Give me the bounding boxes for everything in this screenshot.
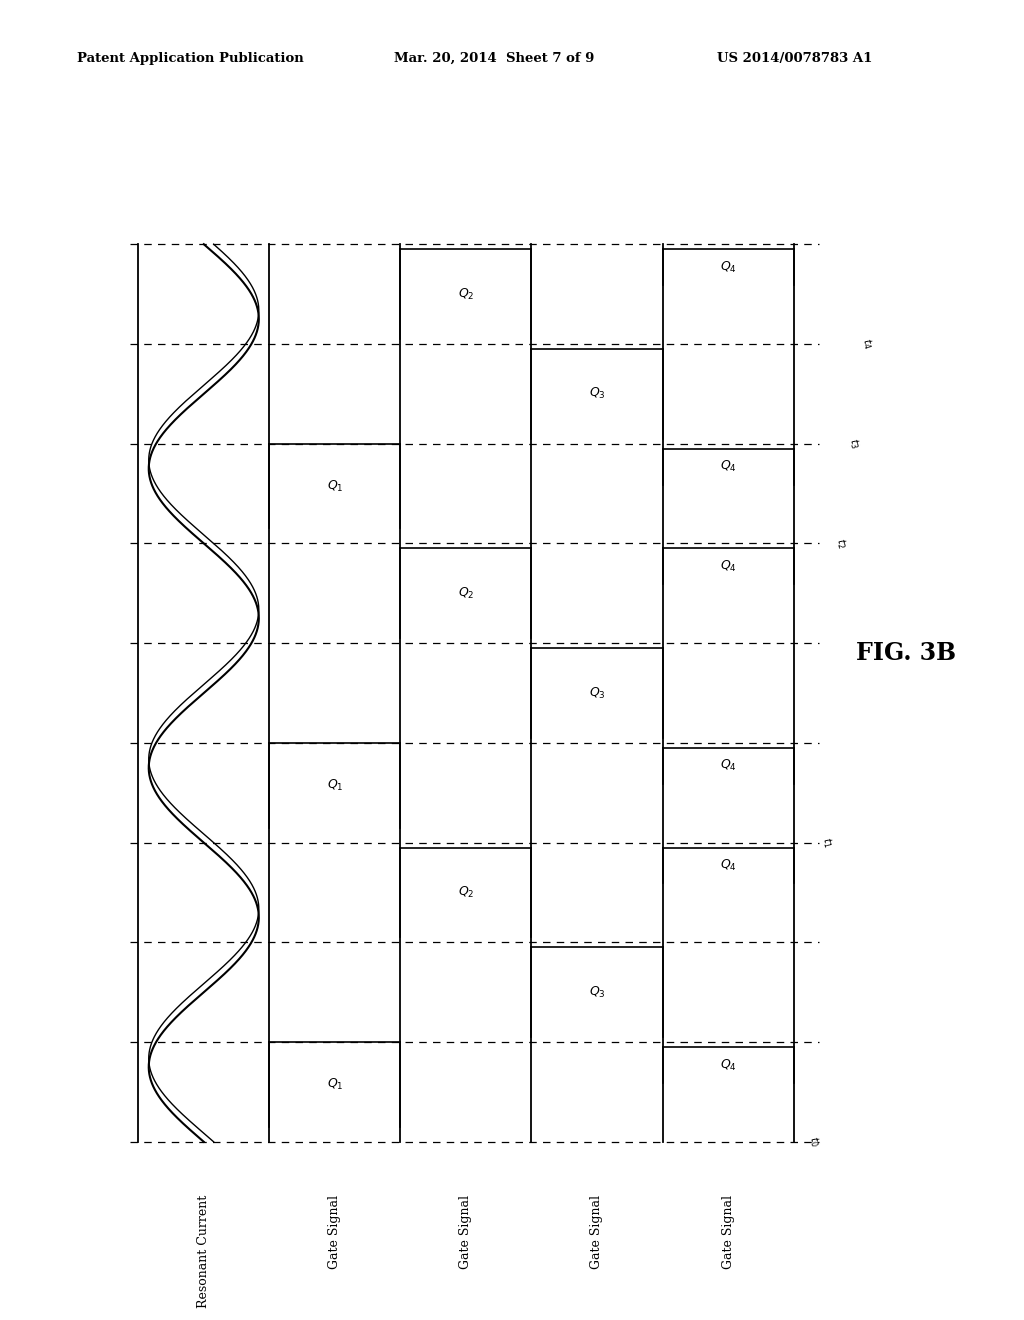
- Text: $Q_3$: $Q_3$: [589, 387, 605, 401]
- Text: $Q_3$: $Q_3$: [589, 685, 605, 701]
- Text: $t_3$: $t_3$: [846, 437, 862, 450]
- Text: $Q_4$: $Q_4$: [720, 558, 736, 574]
- Text: US 2014/0078783 A1: US 2014/0078783 A1: [717, 51, 872, 65]
- Text: $t_1$: $t_1$: [819, 836, 836, 850]
- Text: Mar. 20, 2014  Sheet 7 of 9: Mar. 20, 2014 Sheet 7 of 9: [394, 51, 595, 65]
- Text: $Q_4$: $Q_4$: [720, 858, 736, 873]
- Text: $Q_4$: $Q_4$: [720, 1057, 736, 1073]
- Text: $Q_4$: $Q_4$: [720, 459, 736, 474]
- Text: Patent Application Publication: Patent Application Publication: [77, 51, 303, 65]
- Text: $Q_2$: $Q_2$: [458, 586, 474, 601]
- Text: $t_2$: $t_2$: [833, 536, 849, 550]
- Text: $Q_2$: $Q_2$: [458, 884, 474, 900]
- Text: $Q_1$: $Q_1$: [327, 479, 343, 494]
- Text: Gate Signal: Gate Signal: [722, 1195, 734, 1269]
- Text: $t_0$: $t_0$: [806, 1135, 822, 1148]
- Text: Gate Signal: Gate Signal: [460, 1195, 472, 1269]
- Text: $Q_2$: $Q_2$: [458, 286, 474, 301]
- Text: $t_4$: $t_4$: [859, 337, 876, 351]
- Text: $Q_4$: $Q_4$: [720, 758, 736, 774]
- Text: Gate Signal: Gate Signal: [591, 1195, 603, 1269]
- Text: $Q_1$: $Q_1$: [327, 777, 343, 793]
- Text: $Q_3$: $Q_3$: [589, 985, 605, 999]
- Text: Resonant Current: Resonant Current: [198, 1195, 210, 1308]
- Text: FIG. 3B: FIG. 3B: [856, 642, 956, 665]
- Text: $Q_4$: $Q_4$: [720, 260, 736, 275]
- Text: Gate Signal: Gate Signal: [329, 1195, 341, 1269]
- Text: $Q_1$: $Q_1$: [327, 1077, 343, 1092]
